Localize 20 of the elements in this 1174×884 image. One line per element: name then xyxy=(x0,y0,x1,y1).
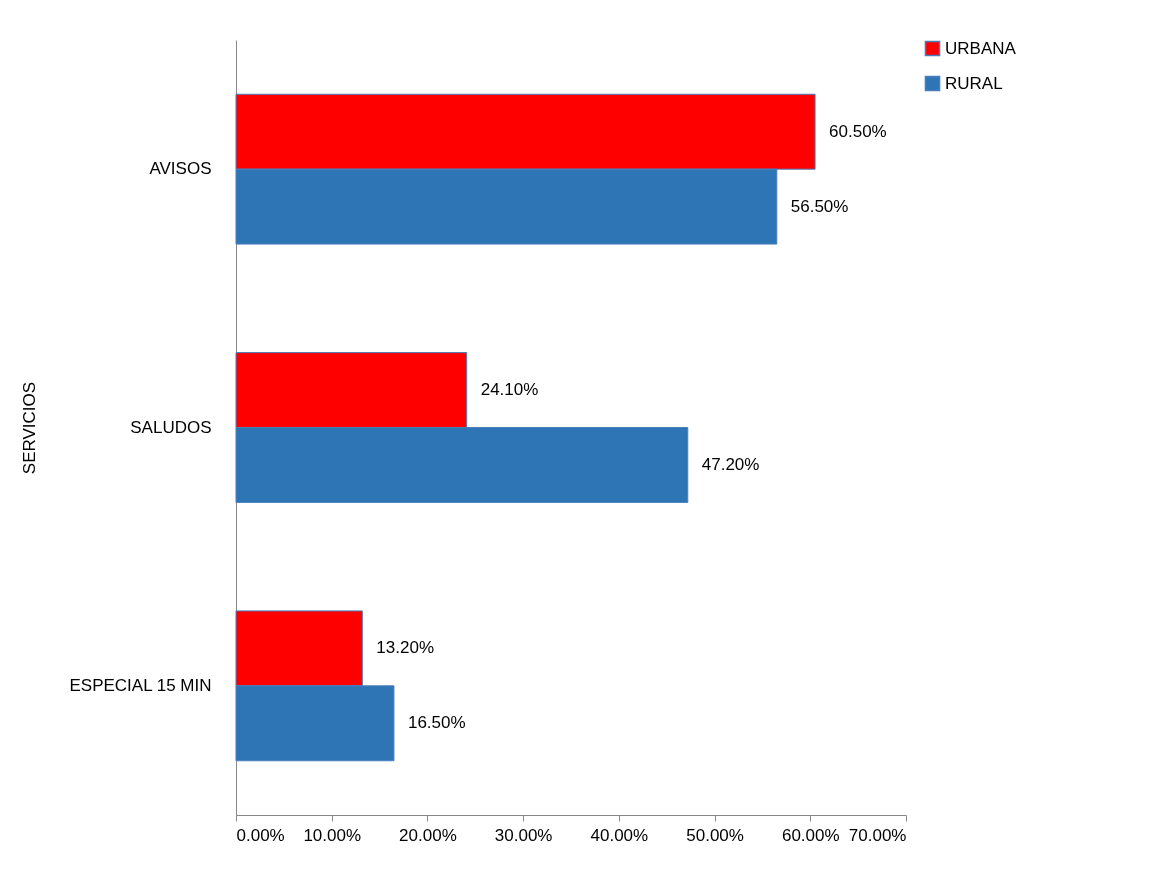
data-label: 47.20% xyxy=(701,454,760,474)
x-tick-label: 40.00% xyxy=(590,825,649,845)
data-label: 13.20% xyxy=(376,638,435,658)
y-axis-title: SERVICIOS xyxy=(19,381,39,475)
y-tick-label: SALUDOS xyxy=(130,417,212,437)
x-tick-label: 10.00% xyxy=(303,825,362,845)
x-tick-label: 30.00% xyxy=(494,825,553,845)
legend-label: URBANA xyxy=(945,38,1017,58)
legend-label: RURAL xyxy=(945,73,1003,93)
data-label: 16.50% xyxy=(407,713,466,733)
y-tick-label: AVISOS xyxy=(149,159,212,179)
x-tick-label: 20.00% xyxy=(399,825,457,845)
x-tick-label: 50.00% xyxy=(686,825,744,845)
x-tick-label: 0.00% xyxy=(236,825,285,845)
y-tick-label: ESPECIAL 15 MIN xyxy=(69,675,212,695)
x-tick-label: 60.00% xyxy=(781,825,840,845)
x-tick-label: 70.00% xyxy=(848,825,907,845)
data-label: 60.50% xyxy=(829,121,887,141)
data-label: 24.10% xyxy=(480,380,539,400)
data-label: 56.50% xyxy=(790,196,849,216)
